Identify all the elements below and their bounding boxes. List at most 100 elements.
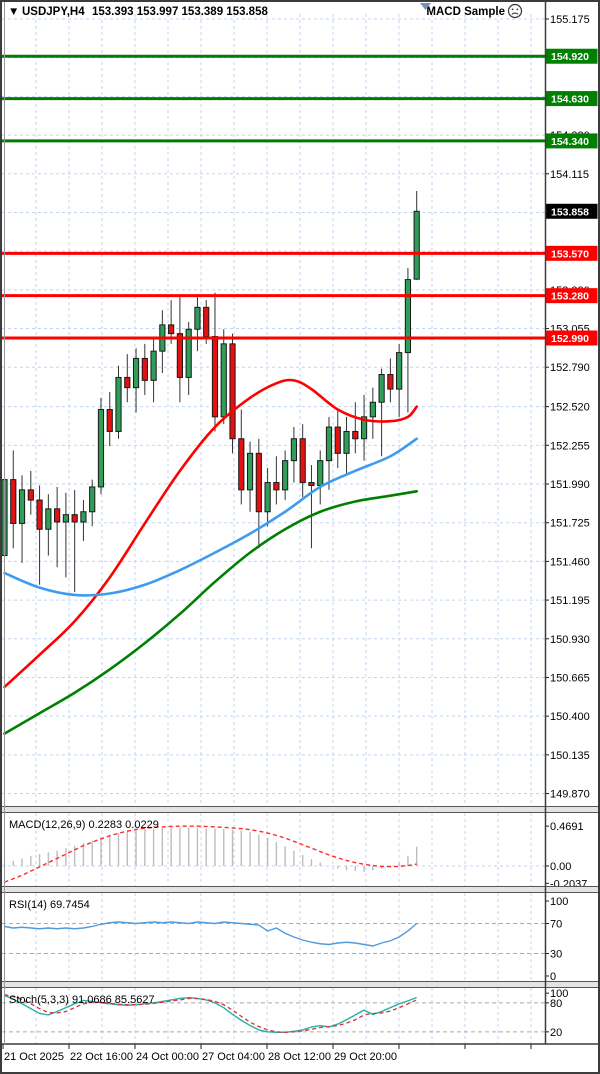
macd-label: MACD(12,26,9) 0.2283 0.0229 (9, 819, 159, 831)
green-level-badge-text: 154.630 (551, 94, 589, 106)
time-tick-label: 27 Oct 04:00 (202, 1051, 265, 1063)
red-level-badge (545, 288, 598, 304)
candle (62, 514, 69, 523)
candle (80, 511, 87, 523)
candle (255, 452, 262, 513)
macd-tick-label: 0.00 (550, 861, 571, 873)
green-level-badge-text: 154.340 (551, 136, 589, 148)
candle (273, 482, 280, 491)
candle (229, 343, 236, 440)
candle (176, 333, 184, 378)
candle (203, 306, 210, 338)
panel-separator[interactable] (0, 886, 600, 893)
candle (413, 210, 420, 280)
candle (308, 482, 315, 486)
stoch-panel[interactable] (4, 993, 417, 1034)
price-tick-label: 152.255 (550, 440, 590, 452)
stoch-label: Stoch(5,3,3) 91.0686 85.5627 (9, 994, 155, 1006)
stoch-tick-label: 80 (550, 998, 562, 1010)
expert-advisor-label: MACD Sample (426, 6, 505, 18)
red-level-badge (545, 330, 598, 346)
stoch-tick-label: 100 (550, 988, 568, 1000)
price-tick-label: 151.460 (550, 556, 590, 568)
candle (185, 328, 192, 378)
candle (299, 438, 306, 484)
candle (115, 376, 122, 432)
red-level-badge-text: 153.280 (551, 291, 589, 303)
price-tick-label: 150.135 (550, 750, 590, 762)
panel-separator[interactable] (0, 981, 600, 988)
candle (194, 306, 201, 330)
candle (54, 508, 61, 523)
macd-tick-label: 0.4691 (550, 821, 584, 833)
candle (334, 426, 341, 454)
rsi-tick-label: 70 (550, 919, 562, 931)
time-tick-label: 29 Oct 20:00 (334, 1051, 397, 1063)
macd-panel[interactable] (3, 825, 418, 883)
candle (246, 452, 254, 491)
candle (387, 374, 394, 390)
price-tick-label: 152.520 (550, 402, 590, 414)
fast-red-ma (3, 378, 418, 689)
candle (325, 426, 333, 462)
rsi-label: RSI(14) 69.7454 (9, 899, 90, 911)
time-scale[interactable]: 21 Oct 2025 22 Oct 16:00 24 Oct 00:00 27 Oc… (2, 1044, 532, 1063)
candle (343, 430, 350, 454)
red-level-badge-text: 152.990 (551, 333, 589, 345)
slow-green-ma (3, 490, 418, 735)
candle (317, 460, 324, 486)
symbol-dropdown-icon[interactable]: ▼ (8, 6, 19, 18)
price-tick-label: 152.790 (550, 362, 590, 374)
candle (168, 324, 175, 335)
rsi-tick-label: 30 (550, 949, 562, 961)
candle (290, 438, 298, 462)
candle (404, 279, 412, 354)
green-level-badge (545, 133, 598, 149)
candle (124, 376, 131, 389)
rsi-line (4, 921, 418, 947)
expert-advisor-smiley-icon[interactable] (507, 3, 523, 19)
green-level-badge-text: 154.920 (551, 51, 589, 63)
chart-ohlc-values: 153.393 153.997 153.389 153.858 (92, 6, 268, 18)
candle (352, 430, 359, 440)
candle (71, 514, 78, 523)
stoch-k-line (4, 994, 417, 1034)
current-price-badge (545, 203, 598, 219)
time-tick-label: 22 Oct 16:00 (70, 1051, 133, 1063)
price-tick-label: 149.870 (550, 789, 590, 801)
panel-separator[interactable] (0, 806, 600, 813)
last-bar-marker-icon (420, 3, 431, 10)
rsi-tick-label: 0 (550, 971, 556, 983)
rsi-tick-label: 100 (550, 896, 568, 908)
candle (27, 489, 34, 501)
time-tick-label: 28 Oct 12:00 (268, 1051, 331, 1063)
price-tick-label: 150.665 (550, 672, 590, 684)
candle (360, 416, 368, 440)
rsi-panel[interactable] (4, 921, 418, 947)
candle (45, 508, 52, 530)
candle (220, 343, 227, 418)
price-tick-label: 155.175 (550, 14, 590, 26)
macd-signal-line (4, 825, 417, 883)
green-level-badge (545, 48, 598, 64)
price-tick-label: 154.115 (550, 169, 589, 181)
main-price-panel[interactable] (1, 54, 545, 735)
price-tick-label: 151.725 (550, 518, 590, 530)
candle (97, 409, 105, 488)
candle (378, 374, 385, 403)
candle (36, 499, 43, 530)
candle (396, 352, 403, 390)
chart-symbol-period: USDJPY,H4 (22, 6, 85, 18)
candle (132, 357, 140, 389)
candle (89, 486, 96, 513)
candle (282, 460, 289, 491)
green-level-badge (545, 91, 598, 107)
price-tick-label: 150.930 (550, 634, 590, 646)
price-scale[interactable]: 155.175154.910154.645154.380154.115153.8… (545, 14, 598, 1039)
candle (141, 357, 148, 381)
candle (238, 438, 245, 491)
